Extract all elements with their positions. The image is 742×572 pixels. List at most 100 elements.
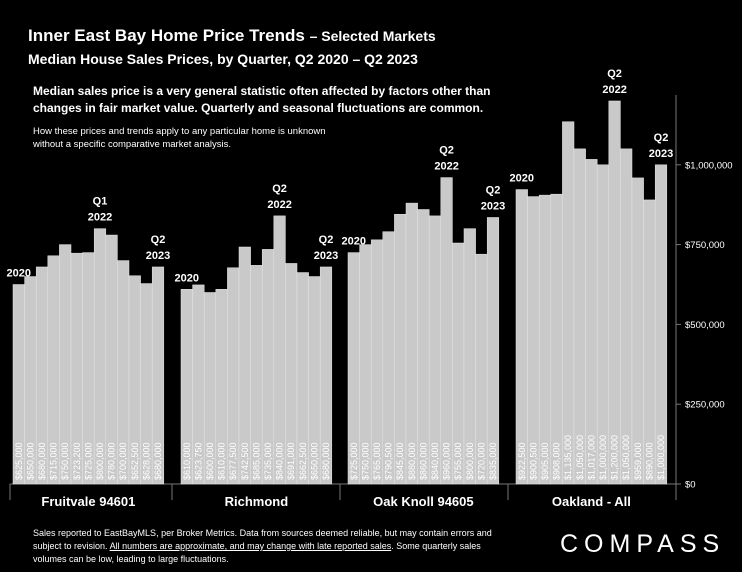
bar-value-label: $650,000 [309,442,319,480]
bar-value-label: $840,000 [430,442,440,480]
bar-annotation: 2020 [342,236,366,248]
y-tick-label: $250,000 [685,400,725,411]
bar-annotation: 2022 [434,161,458,173]
bar-value-label: $610,000 [217,442,227,480]
bar-annotation: 2023 [649,148,673,160]
bar-value-label: $1,200,000 [610,435,620,480]
footer-disclaimer: Sales reported to EastBayMLS, per Broker… [33,527,513,566]
bar-value-label: $959,000 [633,442,643,480]
bar-value-label: $1,050,000 [575,435,585,480]
bar-value-label: $742,500 [240,442,250,480]
bar-value-label: $725,000 [349,442,359,480]
title-main: Inner East Bay Home Price Trends [28,26,305,45]
bar [151,266,165,485]
bar-value-label: $680,000 [321,442,331,480]
bar-annotation: Q2 [319,234,334,246]
category-label: Oakland - All [552,494,631,509]
compass-logo: COMPASS [560,530,726,558]
bar-value-label: $800,000 [465,442,475,480]
bar [573,148,586,485]
bar-value-label: $1,000,000 [656,435,666,480]
bar-annotation: 2020 [7,268,31,280]
bar-annotation: Q2 [607,68,622,80]
bar-annotation: Q2 [151,234,166,246]
bar-value-label: $625,000 [14,442,24,480]
bar-annotation: 2020 [175,272,199,284]
bar-value-label: $750,000 [60,442,70,480]
bar-value-label: $1,135,000 [563,435,573,480]
category-label: Fruitvale 94601 [41,494,135,509]
bar-annotation: 2023 [146,250,170,262]
bar-value-label: $900,500 [528,442,538,480]
bar [562,121,575,485]
bar [405,202,418,485]
bar-annotation: 2022 [602,84,626,96]
bar [654,164,668,485]
bar-annotation: 2022 [88,212,112,224]
bar-value-label: $860,000 [418,442,428,480]
bar [440,177,453,485]
bar-value-label: $680,000 [37,442,47,480]
bar-value-label: $790,500 [384,442,394,480]
chart-note: How these prices and trends apply to any… [33,126,326,150]
bar-value-label: $765,000 [372,442,382,480]
bar [631,177,644,485]
bar-value-label: $1,000,000 [598,435,608,480]
bar-annotation: Q2 [439,145,454,157]
bar-value-label: $662,500 [298,442,308,480]
bar-value-label: $623,750 [193,442,203,480]
bar-value-label: $835,000 [488,442,498,480]
bar-value-label: $922,500 [517,442,527,480]
bar-value-label: $677,500 [228,442,238,480]
bar-value-label: $905,000 [540,442,550,480]
bar-value-label: $610,000 [182,442,192,480]
bar-value-label: $880,000 [407,442,417,480]
bar [527,196,540,485]
category-label: Oak Knoll 94605 [373,494,473,509]
y-tick-label: $750,000 [685,240,725,251]
bar-value-label: $691,000 [286,442,296,480]
bar-value-label: $780,000 [107,442,117,480]
bar-annotation: Q2 [272,183,287,195]
bar [538,194,552,485]
bar-value-label: $680,000 [153,442,163,480]
bar-annotation: Q1 [93,196,108,208]
bar [319,266,333,485]
footer-text-b: All numbers are approximate, and may cha… [109,541,392,551]
footer-text-a: Sales reported to EastBayMLS, per Broker… [33,528,492,551]
bar [515,189,528,485]
bar-value-label: $1,050,000 [621,435,631,480]
bar [550,193,563,485]
chart-subtitle: Median House Sales Prices, by Quarter, Q… [28,51,418,67]
bar-annotation: Q2 [486,184,501,196]
bar [486,217,500,485]
bar-annotation: 2022 [267,199,291,211]
title-sub: – Selected Markets [309,28,436,44]
bar-value-label: $720,000 [476,442,486,480]
bar-value-label: $628,000 [141,442,151,480]
bar-value-label: $800,000 [95,442,105,480]
bar-value-label: $650,000 [25,442,35,480]
footer-text-c: . Some quarterly sales volumes can be lo… [33,541,481,564]
y-tick-label: $1,000,000 [685,160,733,171]
bar-value-label: $960,000 [442,442,452,480]
bar-value-label: $700,000 [118,442,128,480]
bar-annotation: Q2 [654,132,669,144]
bar-value-label: $750,000 [360,442,370,480]
bar-value-label: $735,000 [263,442,273,480]
y-tick-label: $0 [685,480,696,491]
y-tick-label: $500,000 [685,320,725,331]
bar-annotation: 2020 [510,173,534,185]
bar-annotation: 2023 [314,250,338,262]
bar-value-label: $652,500 [130,442,140,480]
bar-value-label: $755,000 [453,442,463,480]
bar-value-label: $723,200 [72,442,82,480]
bar-value-label: $1,017,000 [586,435,596,480]
bar [620,148,633,485]
bar-value-label: $725,000 [83,442,93,480]
chart-title: Inner East Bay Home Price Trends – Selec… [28,26,436,46]
bar-value-label: $908,000 [552,442,562,480]
bar [608,100,621,485]
bar-value-label: $890,000 [644,442,654,480]
